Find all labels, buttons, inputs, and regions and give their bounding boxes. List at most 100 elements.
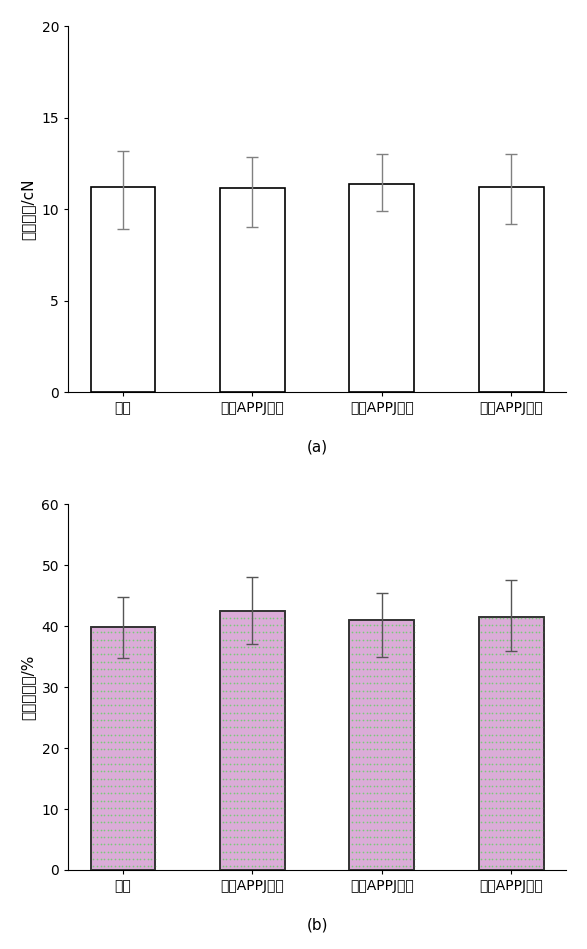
Point [236, 640, 245, 655]
Point [538, 698, 548, 713]
Point [513, 808, 522, 823]
Point [366, 691, 375, 706]
Point [348, 844, 357, 859]
Point [150, 742, 160, 757]
Point [143, 676, 152, 691]
Point [506, 815, 515, 830]
Point [279, 713, 289, 728]
Point [99, 646, 109, 661]
Point [251, 691, 260, 706]
Point [143, 719, 152, 735]
Point [409, 808, 419, 823]
Point [117, 713, 127, 728]
Point [510, 669, 519, 684]
Point [150, 778, 160, 793]
Point [121, 822, 130, 837]
Point [366, 815, 375, 830]
Point [125, 669, 134, 684]
Point [239, 735, 249, 750]
Point [261, 771, 271, 786]
Point [405, 786, 414, 801]
Point [261, 735, 271, 750]
Point [132, 640, 141, 655]
Point [143, 786, 152, 801]
Point [495, 654, 504, 669]
Point [369, 632, 379, 647]
Point [110, 683, 120, 698]
Point [495, 713, 504, 728]
Point [366, 756, 375, 772]
Point [276, 719, 285, 735]
Point [96, 705, 105, 720]
Point [348, 859, 357, 874]
Point [484, 698, 493, 713]
Point [535, 844, 544, 859]
Point [261, 851, 271, 866]
Point [92, 800, 102, 815]
Point [239, 661, 249, 677]
Point [366, 800, 375, 815]
Point [265, 829, 275, 845]
Point [391, 808, 400, 823]
Point [279, 822, 289, 837]
Point [89, 727, 98, 742]
Point [409, 727, 419, 742]
Point [258, 851, 267, 866]
Point [369, 778, 379, 793]
Point [136, 669, 145, 684]
Point [517, 661, 526, 677]
Point [366, 640, 375, 655]
Point [528, 719, 537, 735]
Point [510, 727, 519, 742]
Point [244, 735, 253, 750]
Point [491, 815, 501, 830]
Point [488, 851, 497, 866]
Point [269, 800, 278, 815]
Point [355, 851, 364, 866]
Point [351, 676, 360, 691]
Point [477, 632, 486, 647]
Point [99, 844, 109, 859]
Point [488, 661, 497, 677]
Point [510, 756, 519, 772]
Point [272, 661, 282, 677]
Point [129, 749, 138, 764]
Point [376, 793, 386, 809]
Point [269, 691, 278, 706]
Point [254, 646, 264, 661]
Point [498, 705, 508, 720]
Point [398, 719, 407, 735]
Point [121, 683, 130, 698]
Point [136, 683, 145, 698]
Point [129, 859, 138, 874]
Point [405, 742, 414, 757]
Point [232, 844, 242, 859]
Point [103, 698, 113, 713]
Point [121, 778, 130, 793]
Point [366, 698, 375, 713]
Point [232, 691, 242, 706]
Point [139, 829, 149, 845]
Point [502, 624, 511, 640]
Point [524, 624, 533, 640]
Point [376, 719, 386, 735]
Point [279, 815, 289, 830]
Point [229, 815, 238, 830]
Point [258, 618, 267, 633]
Point [221, 705, 231, 720]
Point [229, 683, 238, 698]
Point [225, 822, 235, 837]
Point [244, 837, 253, 852]
Point [89, 683, 98, 698]
Point [351, 829, 360, 845]
Point [531, 698, 541, 713]
Point [502, 815, 511, 830]
Point [402, 837, 411, 852]
Point [369, 661, 379, 677]
Point [239, 808, 249, 823]
Point [402, 640, 411, 655]
Point [96, 756, 105, 772]
Point [409, 654, 419, 669]
Point [477, 815, 486, 830]
Point [477, 705, 486, 720]
